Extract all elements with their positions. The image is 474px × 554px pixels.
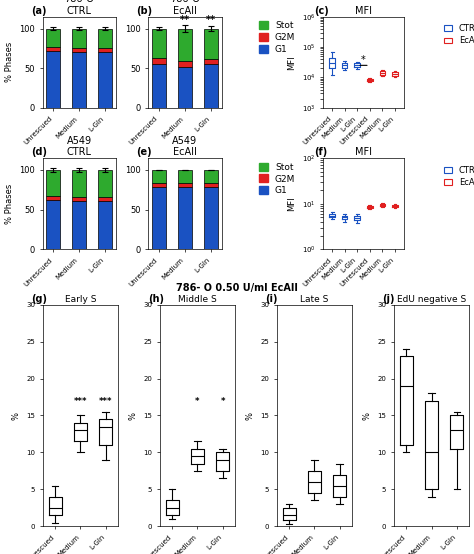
Bar	[72, 48, 86, 52]
Bar	[72, 52, 86, 108]
Text: (d): (d)	[31, 147, 47, 157]
Bar	[98, 28, 112, 48]
Bar	[178, 61, 192, 66]
Title: EdU negative S: EdU negative S	[397, 295, 466, 304]
Bar	[178, 28, 192, 61]
Y-axis label: MFI: MFI	[287, 55, 296, 70]
Text: *: *	[220, 397, 225, 407]
Bar	[178, 66, 192, 108]
Legend: Stot, G2M, G1: Stot, G2M, G1	[259, 162, 295, 196]
Bar	[152, 183, 166, 187]
Bar	[204, 170, 218, 183]
Bar	[72, 170, 86, 197]
Bar	[178, 187, 192, 249]
Text: ***: ***	[99, 397, 112, 407]
Bar	[98, 197, 112, 201]
Bar	[152, 58, 166, 64]
Bar	[152, 28, 166, 58]
Bar	[72, 201, 86, 249]
Text: ***: ***	[73, 397, 87, 407]
Title: Middle S: Middle S	[178, 295, 217, 304]
Bar	[46, 51, 60, 108]
Y-axis label: %: %	[11, 412, 20, 419]
Title: Late S: Late S	[301, 295, 328, 304]
Bar	[204, 187, 218, 249]
Bar	[46, 47, 60, 51]
Bar	[204, 28, 218, 59]
Title: 786-O
CTRL: 786-O CTRL	[64, 0, 94, 16]
Bar	[46, 170, 60, 196]
Bar	[152, 64, 166, 108]
Bar	[98, 201, 112, 249]
Y-axis label: %: %	[128, 412, 137, 419]
Bar	[152, 170, 166, 183]
Title: A549
EcAII: A549 EcAII	[173, 136, 198, 157]
Legend: CTRL, EcAII: CTRL, EcAII	[440, 21, 474, 49]
Text: 786- O 0.50 U/ml EcAII: 786- O 0.50 U/ml EcAII	[176, 283, 298, 293]
Title: MFI: MFI	[355, 147, 372, 157]
Y-axis label: %: %	[246, 412, 255, 419]
Text: (g): (g)	[31, 294, 47, 304]
Bar	[98, 170, 112, 197]
Text: *: *	[361, 55, 366, 65]
Bar	[204, 59, 218, 64]
Bar	[46, 28, 60, 47]
Bar	[204, 64, 218, 108]
Bar	[204, 183, 218, 187]
Title: A549
CTRL: A549 CTRL	[67, 136, 92, 157]
Text: (j): (j)	[382, 294, 394, 304]
Text: (i): (i)	[265, 294, 277, 304]
Text: *: *	[195, 397, 200, 407]
Text: (e): (e)	[137, 147, 152, 157]
Bar	[98, 48, 112, 52]
Text: (b): (b)	[137, 6, 153, 16]
Text: (f): (f)	[314, 147, 327, 157]
Y-axis label: %: %	[363, 412, 372, 419]
Text: **: **	[180, 15, 190, 25]
Title: 786-O
EcAII: 786-O EcAII	[170, 0, 200, 16]
Legend: Stot, G2M, G1: Stot, G2M, G1	[259, 21, 295, 54]
Y-axis label: % Phases: % Phases	[5, 183, 14, 224]
Bar	[178, 183, 192, 187]
Bar	[46, 196, 60, 200]
Bar	[72, 197, 86, 201]
Bar	[178, 170, 192, 183]
Y-axis label: MFI: MFI	[287, 196, 296, 211]
Bar	[72, 28, 86, 48]
Text: (c): (c)	[314, 6, 328, 16]
Y-axis label: % Phases: % Phases	[5, 42, 14, 83]
Title: MFI: MFI	[355, 6, 372, 16]
Title: Early S: Early S	[64, 295, 96, 304]
Legend: CTRL, EcAII: CTRL, EcAII	[440, 162, 474, 190]
Text: **: **	[206, 15, 216, 25]
Text: (h): (h)	[148, 294, 164, 304]
Text: (a): (a)	[31, 6, 46, 16]
Bar	[152, 187, 166, 249]
Bar	[46, 200, 60, 249]
Bar	[98, 52, 112, 108]
